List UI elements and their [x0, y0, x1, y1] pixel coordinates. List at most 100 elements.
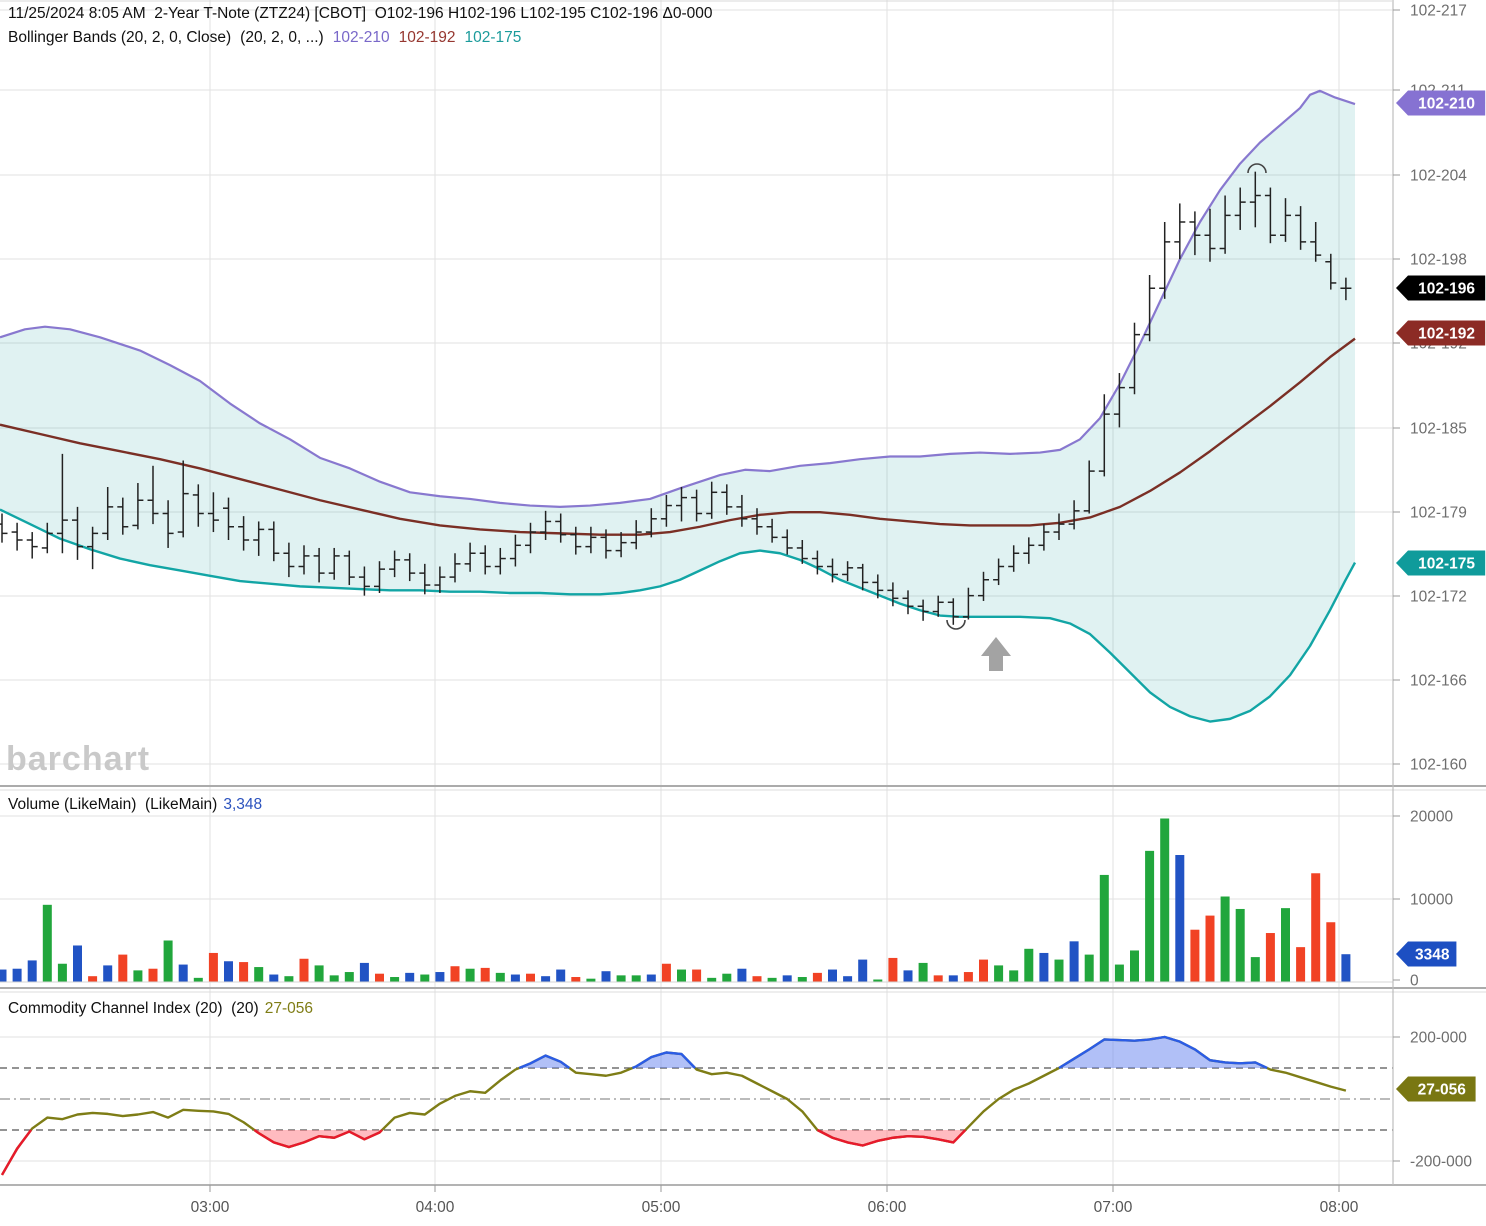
cci-value: 27-056 — [264, 1000, 313, 1017]
axis-price-label: 0 — [1410, 973, 1419, 990]
bollinger-middle-line — [0, 337, 1356, 536]
volume-bar — [631, 975, 641, 982]
volume-bar — [73, 945, 82, 982]
volume-bar — [103, 965, 113, 982]
volume-bar — [450, 966, 460, 982]
bollinger-lower-line — [0, 508, 1357, 723]
volume-bar — [269, 974, 279, 982]
bollinger-middle-value: 102-192 — [398, 29, 456, 46]
axis-time-label: 06:00 — [868, 1199, 907, 1216]
volume-bar — [873, 979, 883, 982]
up-arrow-annotation[interactable] — [981, 637, 1011, 671]
cci-label[interactable]: Commodity Channel Index (20) (20) — [8, 1000, 259, 1017]
right-axis: 102-217102-211102-204102-198102-192102-1… — [1393, 3, 1472, 1171]
volume-bar — [661, 963, 671, 982]
bollinger-upper-value: 102-210 — [332, 29, 390, 46]
volume-bar — [375, 973, 384, 982]
axis-price-label: 10000 — [1410, 892, 1453, 909]
volume-bar — [601, 971, 611, 982]
cci-panel-header: Commodity Channel Index (20) (20) 27-056 — [8, 1000, 313, 1018]
volume-value: 3,348 — [223, 796, 263, 813]
svg-text:102-196: 102-196 — [1418, 281, 1475, 298]
volume-bar — [133, 970, 143, 982]
bollinger-band-fill — [0, 90, 1355, 722]
volume-bar — [1145, 850, 1155, 982]
volume-bar — [284, 976, 294, 982]
volume-bar — [1250, 957, 1260, 982]
bollinger-label-secondary[interactable]: (20, 2, 0, ...) — [240, 29, 324, 46]
volume-bar — [1009, 970, 1019, 982]
cci-badge: 27-056 — [1396, 1076, 1476, 1102]
axis-badges: 102-210 102-196 102-192 102-175 3348 27-056 — [1396, 90, 1486, 1102]
volume-bar — [1175, 855, 1185, 982]
volume-bar — [1296, 947, 1306, 982]
volume-bar — [1069, 941, 1079, 982]
last-price-badge: 102-196 — [1396, 275, 1486, 301]
axis-price-label: 102-185 — [1410, 421, 1467, 438]
cci-line-oversold — [253, 1129, 383, 1149]
volume-bar — [1190, 929, 1200, 982]
volume-bar — [27, 960, 37, 982]
volume-bar — [933, 975, 943, 982]
volume-bar — [1160, 818, 1170, 982]
volume-bar — [405, 972, 415, 982]
volume-bar — [224, 961, 233, 982]
volume-bar — [737, 968, 747, 982]
cci-indicator — [0, 1035, 1393, 1176]
volume-bar — [616, 975, 626, 982]
bollinger-bands — [0, 89, 1357, 723]
bb-upper-badge: 102-210 — [1396, 90, 1486, 116]
cci-oversold-fill — [254, 1130, 383, 1148]
volume-bar — [359, 962, 369, 982]
bollinger-label[interactable]: Bollinger Bands (20, 2, 0, Close) — [8, 29, 232, 46]
arc-annotation — [1247, 163, 1267, 174]
svg-text:102-175: 102-175 — [1418, 556, 1475, 573]
volume-bar — [888, 957, 898, 982]
volume-bar — [979, 959, 988, 982]
axis-price-label: 20000 — [1410, 809, 1453, 826]
volume-bar — [1054, 959, 1064, 982]
volume-bar — [541, 976, 551, 982]
volume-bar — [1281, 908, 1290, 982]
volume-bar — [571, 977, 581, 982]
volume-bar — [510, 974, 520, 982]
volume-badge: 3348 — [1396, 941, 1457, 967]
bollinger-lower-value: 102-175 — [464, 29, 522, 46]
volume-bar — [707, 977, 717, 982]
cci-line-overbought — [518, 1054, 571, 1070]
volume-bar — [57, 963, 67, 982]
axis-time-label: 05:00 — [642, 1199, 681, 1216]
volume-bar — [903, 970, 913, 982]
volume-label[interactable]: Volume (LikeMain) (LikeMain) — [8, 796, 218, 813]
volume-bar — [495, 972, 505, 982]
axis-price-label: 102-172 — [1410, 589, 1467, 606]
volume-bar — [1311, 873, 1321, 982]
volume-bar — [0, 969, 7, 982]
volume-bar — [677, 969, 686, 982]
volume-bar — [178, 964, 188, 982]
volume-bar — [1205, 915, 1215, 982]
volume-bar — [314, 965, 324, 982]
axis-time-label: 03:00 — [191, 1199, 230, 1216]
bollinger-upper-line — [0, 89, 1356, 508]
volume-bar — [118, 954, 128, 982]
volume-bar — [239, 962, 249, 982]
volume-bar — [329, 975, 339, 982]
volume-bar — [858, 959, 868, 982]
volume-bar — [586, 978, 596, 982]
volume-bar — [254, 967, 264, 982]
volume-bar — [390, 977, 400, 982]
axis-price-label: -200-000 — [1410, 1154, 1472, 1171]
volume-bar — [1341, 954, 1351, 982]
annotations — [946, 163, 1267, 671]
volume-bar — [782, 975, 792, 982]
volume-bar — [526, 973, 535, 982]
volume-bar — [843, 976, 853, 982]
volume-bar — [12, 968, 22, 982]
volume-bar — [918, 962, 928, 982]
barchart-watermark: barchart — [6, 740, 151, 778]
volume-bar — [1024, 948, 1034, 982]
volume-bar — [208, 952, 218, 982]
volume-bar — [42, 904, 52, 982]
